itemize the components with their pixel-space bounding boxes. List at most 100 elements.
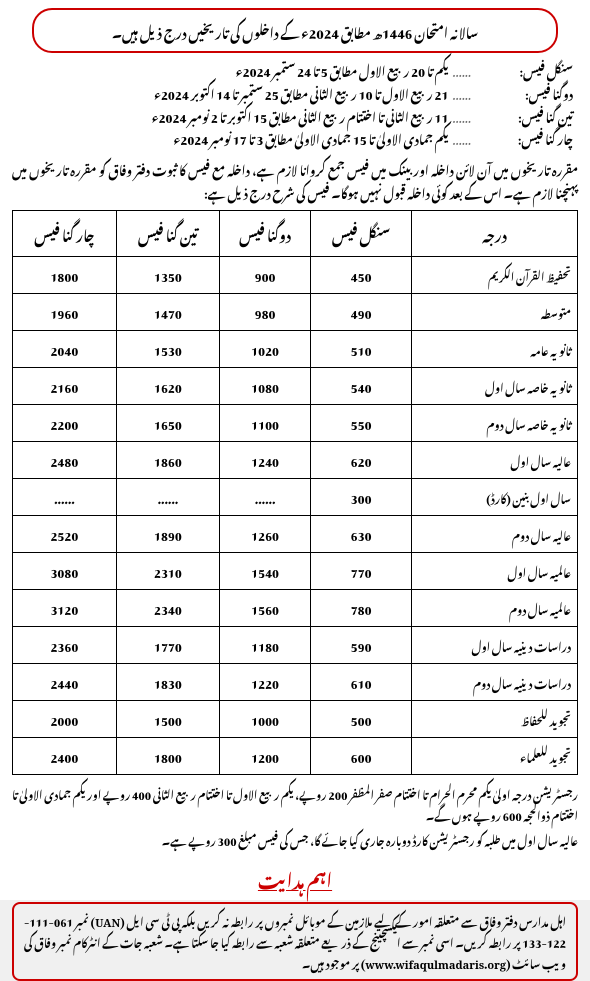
fee-cell: 1650 (116, 404, 219, 441)
fee-cell: 1560 (220, 589, 311, 626)
header-text: سالانہ امتحان 1446ھ مطابق 2024ء کے داخلو… (112, 14, 478, 47)
fee-cell: 490 (311, 293, 412, 330)
grade-cell: عالیہ سال اول (412, 441, 578, 478)
fee-cell: 540 (311, 367, 412, 404)
table-row: دراسات دینیہ سال دوم610122018302440 (13, 663, 578, 700)
fee-cell: 1220 (220, 663, 311, 700)
fee-cell: 3120 (13, 589, 117, 626)
fee-cell: 300 (311, 478, 412, 515)
table-header-cell: درجہ (412, 210, 578, 256)
fee-cell: 2340 (116, 589, 219, 626)
fee-cell: 2360 (13, 626, 117, 663)
fee-cell: 1100 (220, 404, 311, 441)
fee-cell: ...... (116, 478, 219, 515)
grade-cell: ثانویہ خاصہ سال اول (412, 367, 578, 404)
fee-cell: 1530 (116, 330, 219, 367)
fee-cell: 2480 (13, 441, 117, 478)
fee-cell: 1260 (220, 515, 311, 552)
table-row: متوسطہ49098014701960 (13, 293, 578, 330)
fee-cell: 1080 (220, 367, 311, 404)
fee-cell: 620 (311, 441, 412, 478)
fee-cell: 780 (311, 589, 412, 626)
fee-cell: 1000 (220, 700, 311, 737)
fee-cell: 1240 (220, 441, 311, 478)
fee-cell: 770 (311, 552, 412, 589)
fee-cell: 1770 (116, 626, 219, 663)
table-row: دراسات دینیہ سال اول590118017702360 (13, 626, 578, 663)
table-row: ثانویہ عامہ510102015302040 (13, 330, 578, 367)
fee-cell: 900 (220, 256, 311, 293)
fee-table: درجہسنگل فیسدوگنا فیستین گنا فیسچار گنا … (12, 210, 578, 775)
table-row: ثانویہ خاصہ سال اول540108016202160 (13, 367, 578, 404)
fee-cell: 610 (311, 663, 412, 700)
fee-cell: 2520 (13, 515, 117, 552)
fee-cell: 2310 (116, 552, 219, 589)
fee-cell: 2000 (13, 700, 117, 737)
fee-cell: 1960 (13, 293, 117, 330)
grade-cell: عالمیہ سال دوم (412, 589, 578, 626)
fee-cell: 2400 (13, 737, 117, 774)
table-header-cell: تین گنا فیس (116, 210, 219, 256)
table-row: عالمیہ سال اول770154023103080 (13, 552, 578, 589)
table-row: تجوید للحفاظ500100015002000 (13, 700, 578, 737)
fee-cell: ...... (13, 478, 117, 515)
fee-cell: 1350 (116, 256, 219, 293)
fee-cell: 1830 (116, 663, 219, 700)
fee-cell: 1800 (13, 256, 117, 293)
table-header-cell: سنگل فیس (311, 210, 412, 256)
fee-cell: 2160 (13, 367, 117, 404)
note-text: مقررہ تاریخوں میں آن لائن داخلہ اور بینک… (12, 158, 578, 204)
table-header-cell: دوگنا فیس (220, 210, 311, 256)
date-row: چار گنا فیس:......یکم جمادی الاولیٰ تا 1… (17, 127, 573, 150)
date-label: چار گنا فیس: (483, 127, 573, 150)
table-header-cell: چار گنا فیس (13, 210, 117, 256)
table-row: سال اول بنین (کارڈ)300.................. (13, 478, 578, 515)
fee-cell: 1500 (116, 700, 219, 737)
header-box: سالانہ امتحان 1446ھ مطابق 2024ء کے داخلو… (32, 8, 558, 53)
fee-cell: 3080 (13, 552, 117, 589)
fee-cell: 1860 (116, 441, 219, 478)
fee-cell: 1020 (220, 330, 311, 367)
fee-cell: 600 (311, 737, 412, 774)
table-row: ثانویہ خاصہ سال دوم550110016502200 (13, 404, 578, 441)
important-heading: اہم ہدایت (12, 855, 578, 900)
grade-cell: تجوید للعلماء (412, 737, 578, 774)
fee-cell: 550 (311, 404, 412, 441)
fee-cell: 1620 (116, 367, 219, 404)
footer-text-1: رجسٹریشن درجہ اولیٰ یکم محرم الحرام تا ا… (12, 783, 578, 825)
fee-cell: 1180 (220, 626, 311, 663)
fee-cell: 2440 (13, 663, 117, 700)
fee-cell: 510 (311, 330, 412, 367)
fee-cell: 1890 (116, 515, 219, 552)
fee-cell: 2200 (13, 404, 117, 441)
date-dots: ...... (452, 127, 471, 150)
grade-cell: ثانویہ عامہ (412, 330, 578, 367)
grade-cell: عالیہ سال دوم (412, 515, 578, 552)
fee-cell: 1470 (116, 293, 219, 330)
fee-cell: 980 (220, 293, 311, 330)
fee-cell: ...... (220, 478, 311, 515)
grade-cell: تحفیظ القرآن الکریم (412, 256, 578, 293)
grade-cell: عالمیہ سال اول (412, 552, 578, 589)
table-header: درجہسنگل فیسدوگنا فیستین گنا فیسچار گنا … (13, 210, 578, 256)
fee-cell: 2040 (13, 330, 117, 367)
table-row: عالمیہ سال دوم780156023403120 (13, 589, 578, 626)
grade-cell: دراسات دینیہ سال دوم (412, 663, 578, 700)
grade-cell: ثانویہ خاصہ سال دوم (412, 404, 578, 441)
fee-cell: 450 (311, 256, 412, 293)
fee-cell: 1200 (220, 737, 311, 774)
grade-cell: متوسطہ (412, 293, 578, 330)
table-body: تحفیظ القرآن الکریم45090013501800متوسطہ4… (13, 256, 578, 774)
grade-cell: سال اول بنین (کارڈ) (412, 478, 578, 515)
table-row: عالیہ سال اول620124018602480 (13, 441, 578, 478)
fee-cell: 500 (311, 700, 412, 737)
table-row: عالیہ سال دوم630126018902520 (13, 515, 578, 552)
table-row: تجوید للعلماء600120018002400 (13, 737, 578, 774)
instruction-text: اہل مدارس دفتر وفاق سے متعلقہ امور کے لی… (24, 906, 566, 976)
fee-cell: 1540 (220, 552, 311, 589)
document-page: سالانہ امتحان 1446ھ مطابق 2024ء کے داخلو… (0, 0, 590, 900)
fee-cell: 590 (311, 626, 412, 663)
grade-cell: تجوید للحفاظ (412, 700, 578, 737)
footer-text-2: عالیہ سال اول میں طلبہ کو رجسٹریشن کارڈ … (12, 829, 578, 850)
header-row: درجہسنگل فیسدوگنا فیستین گنا فیسچار گنا … (13, 210, 578, 256)
